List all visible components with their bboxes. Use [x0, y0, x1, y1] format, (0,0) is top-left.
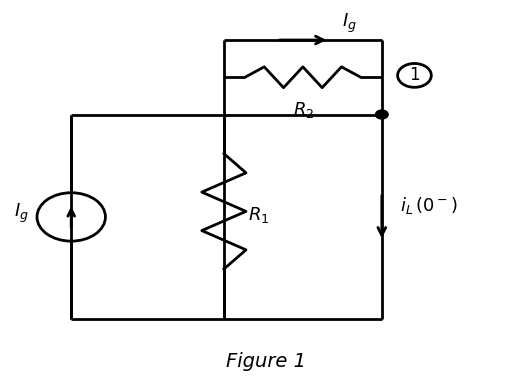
Text: $R_2$: $R_2$: [293, 100, 314, 119]
Text: Figure 1: Figure 1: [226, 353, 306, 372]
Text: $I_g$: $I_g$: [342, 12, 357, 35]
Circle shape: [376, 110, 388, 119]
Text: $I_g$: $I_g$: [14, 201, 29, 225]
Text: 1: 1: [409, 67, 420, 84]
Text: $R_1$: $R_1$: [247, 205, 269, 225]
Text: $i_L\,(0^-)$: $i_L\,(0^-)$: [400, 195, 458, 216]
